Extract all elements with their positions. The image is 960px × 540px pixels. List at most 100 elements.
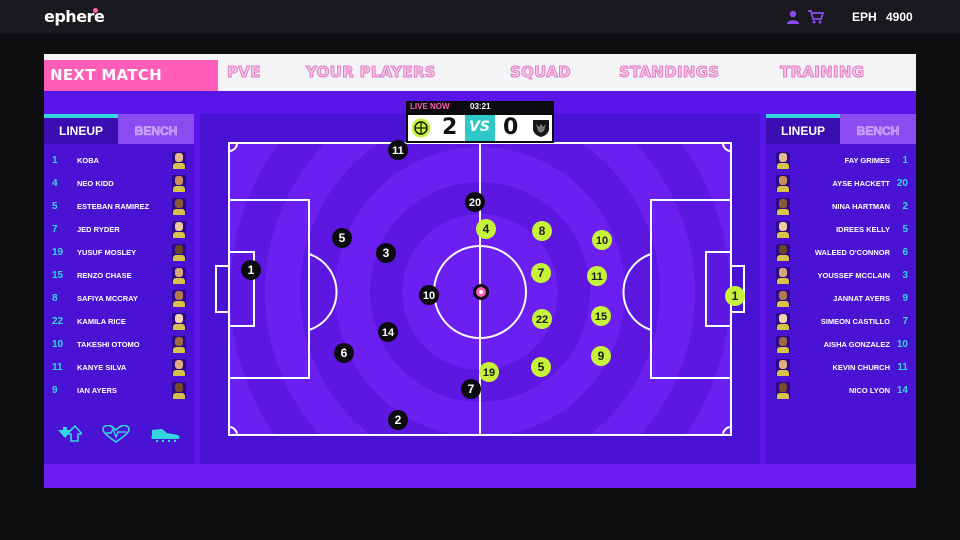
- svg-text:10: 10: [596, 235, 608, 247]
- away-player-row[interactable]: 7 SIMEON CASTILLO: [766, 311, 916, 334]
- svg-text:14: 14: [382, 327, 395, 339]
- player-number: 1: [902, 155, 908, 166]
- tab-next-match[interactable]: NEXT MATCH: [44, 60, 218, 91]
- tab-pve[interactable]: PVE: [227, 63, 261, 82]
- home-player-row[interactable]: 10 TAKESHI OTOMO: [44, 334, 194, 357]
- cart-icon[interactable]: [808, 10, 824, 24]
- player-number: 15: [52, 270, 64, 281]
- player-avatar: [172, 336, 186, 353]
- away-score: 0: [503, 115, 519, 140]
- player-number: 10: [896, 339, 908, 350]
- black-player-marker[interactable]: 3: [376, 243, 396, 263]
- lime-player-marker[interactable]: 7: [531, 263, 551, 283]
- black-player-marker[interactable]: 6: [334, 343, 354, 363]
- boot-icon[interactable]: [150, 425, 180, 443]
- player-name: YOUSSEF MCCLAIN: [817, 271, 890, 280]
- player-name: SIMEON CASTILLO: [820, 317, 890, 326]
- black-player-marker[interactable]: 5: [332, 228, 352, 248]
- lime-player-marker[interactable]: 8: [532, 221, 552, 241]
- match-clock: 03:21: [470, 102, 491, 111]
- home-player-row[interactable]: 5 ESTEBAN RAMIREZ: [44, 196, 194, 219]
- home-player-row[interactable]: 8 SAFIYA MCCRAY: [44, 288, 194, 311]
- lime-player-marker[interactable]: 4: [476, 219, 496, 239]
- vs-badge: VS: [465, 115, 495, 141]
- away-player-row[interactable]: 14 NICO LYON: [766, 380, 916, 403]
- lime-player-marker[interactable]: 1: [725, 286, 745, 306]
- player-avatar: [172, 221, 186, 238]
- home-player-row[interactable]: 9 IAN AYERS: [44, 380, 194, 403]
- currency-label: EPH: [852, 10, 877, 24]
- tab-your-players[interactable]: YOUR PLAYERS: [306, 63, 437, 82]
- player-number: 7: [52, 224, 58, 235]
- black-player-marker[interactable]: 10: [419, 285, 439, 305]
- lime-player-marker[interactable]: 5: [531, 357, 551, 377]
- lime-player-marker[interactable]: 19: [479, 362, 499, 382]
- home-player-row[interactable]: 22 KAMILA RICE: [44, 311, 194, 334]
- home-player-row[interactable]: 1 KOBA: [44, 150, 194, 173]
- app-logo[interactable]: ephere: [44, 7, 105, 26]
- away-player-row[interactable]: 1 FAY GRIMES: [766, 150, 916, 173]
- player-name: JANNAT AYERS: [833, 294, 890, 303]
- away-player-row[interactable]: 5 IDREES KELLY: [766, 219, 916, 242]
- player-name: TAKESHI OTOMO: [77, 340, 140, 349]
- lime-player-marker[interactable]: 10: [592, 230, 612, 250]
- svg-text:15: 15: [595, 311, 607, 323]
- live-bar: LIVE NOW 03:21: [406, 101, 554, 113]
- lime-player-marker[interactable]: 9: [591, 346, 611, 366]
- home-player-row[interactable]: 4 NEO KIDD: [44, 173, 194, 196]
- player-name: JED RYDER: [77, 225, 120, 234]
- home-player-row[interactable]: 7 JED RYDER: [44, 219, 194, 242]
- away-tab-bench[interactable]: BENCH: [840, 114, 916, 144]
- lime-player-marker[interactable]: 15: [591, 306, 611, 326]
- black-player-marker[interactable]: 2: [388, 410, 408, 430]
- black-player-marker[interactable]: 7: [461, 379, 481, 399]
- black-player-marker[interactable]: 20: [465, 192, 485, 212]
- player-avatar: [776, 313, 790, 330]
- logo-dot: [93, 8, 98, 13]
- black-player-marker[interactable]: 14: [378, 322, 398, 342]
- svg-text:22: 22: [536, 314, 548, 326]
- black-player-marker[interactable]: 11: [388, 140, 408, 160]
- player-avatar: [172, 198, 186, 215]
- player-avatar: [172, 152, 186, 169]
- player-name: IAN AYERS: [77, 386, 117, 395]
- player-number: 9: [52, 385, 58, 396]
- svg-text:11: 11: [591, 271, 603, 283]
- away-tab-lineup[interactable]: LINEUP: [766, 114, 840, 144]
- away-player-row[interactable]: 6 WALEED O'CONNOR: [766, 242, 916, 265]
- black-player-marker[interactable]: 1: [241, 260, 261, 280]
- home-tab-lineup[interactable]: LINEUP: [44, 114, 118, 144]
- heart-rate-icon[interactable]: [102, 425, 130, 443]
- player-avatar: [172, 359, 186, 376]
- away-player-row[interactable]: 3 YOUSSEF MCCLAIN: [766, 265, 916, 288]
- svg-text:8: 8: [539, 224, 546, 238]
- player-number: 2: [902, 201, 908, 212]
- player-number: 14: [896, 385, 908, 396]
- away-player-row[interactable]: 9 JANNAT AYERS: [766, 288, 916, 311]
- player-avatar: [776, 152, 790, 169]
- home-player-row[interactable]: 19 YUSUF MOSLEY: [44, 242, 194, 265]
- user-icon[interactable]: [786, 10, 800, 24]
- away-player-row[interactable]: 20 AYSE HACKETT: [766, 173, 916, 196]
- substitution-icon[interactable]: [56, 425, 82, 443]
- pitch-area: 11 20 5 3 1 10 14 6 7 2 4 8 10 7 11 1 22 15 19 5 9: [200, 114, 760, 464]
- player-avatar: [172, 267, 186, 284]
- lime-player-marker[interactable]: 22: [532, 309, 552, 329]
- away-player-row[interactable]: 11 KEVIN CHURCH: [766, 357, 916, 380]
- away-player-row[interactable]: 10 AISHA GONZALEZ: [766, 334, 916, 357]
- home-tab-bench[interactable]: BENCH: [118, 114, 194, 144]
- tab-squad[interactable]: SQUAD: [510, 63, 572, 82]
- away-player-row[interactable]: 2 NINA HARTMAN: [766, 196, 916, 219]
- lime-player-marker[interactable]: 11: [587, 266, 607, 286]
- player-name: IDREES KELLY: [836, 225, 890, 234]
- top-bar: ephere EPH 4900: [0, 0, 960, 34]
- tab-training[interactable]: TRAINING: [779, 63, 865, 82]
- tab-standings[interactable]: STANDINGS: [618, 63, 720, 82]
- home-player-row[interactable]: 15 RENZO CHASE: [44, 265, 194, 288]
- player-avatar: [776, 336, 790, 353]
- player-name: NEO KIDD: [77, 179, 114, 188]
- scoreboard: 2 VS 0: [406, 113, 554, 143]
- player-number: 19: [52, 247, 64, 258]
- home-player-row[interactable]: 11 KANYE SILVA: [44, 357, 194, 380]
